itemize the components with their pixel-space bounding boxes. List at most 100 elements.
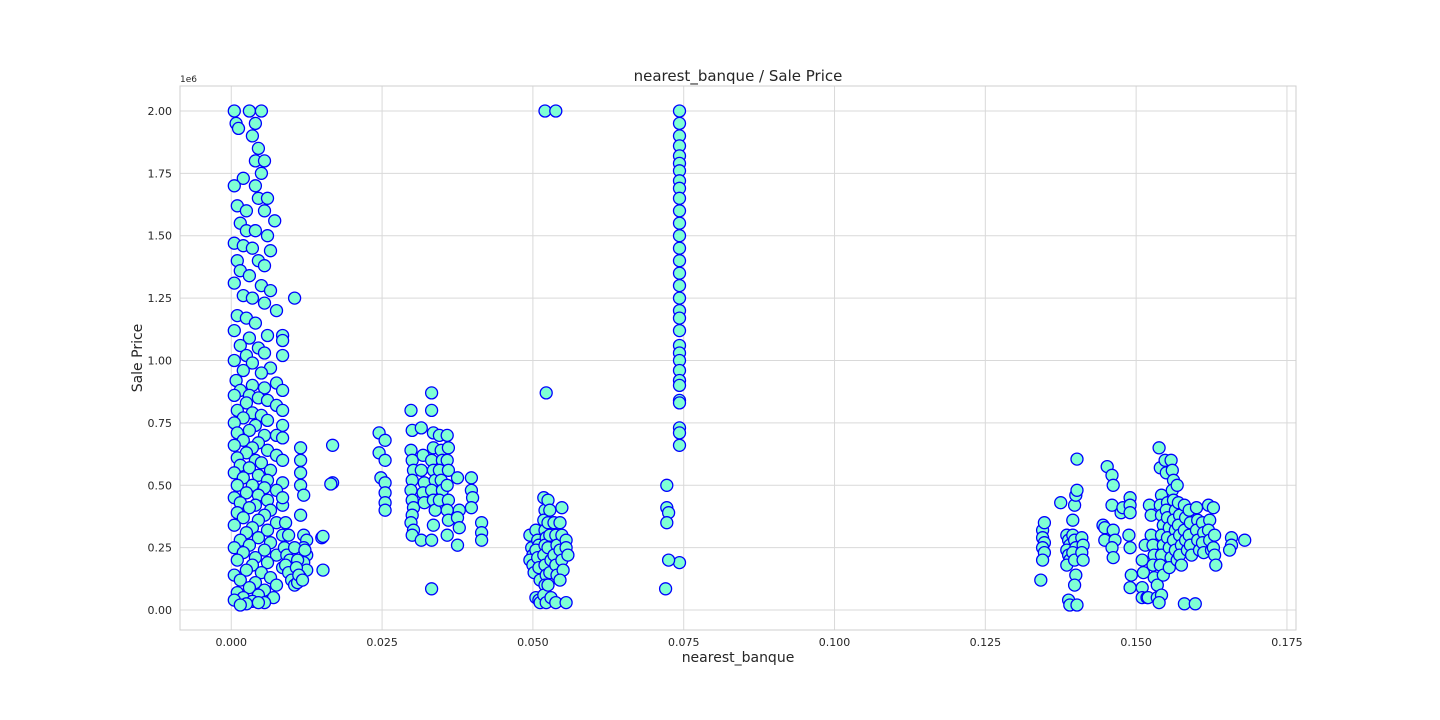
scatter-point: [1123, 506, 1137, 520]
scatter-point: [1054, 496, 1068, 510]
scatter-point: [424, 403, 439, 418]
data-points: [227, 104, 1252, 612]
scatter-point: [248, 316, 263, 330]
scatter-point: [1124, 568, 1138, 582]
scatter-point: [227, 353, 241, 368]
scatter-point: [269, 303, 284, 318]
scatter-point: [257, 346, 272, 360]
scatter-point: [553, 573, 567, 587]
scatter-point: [242, 104, 257, 118]
scatter-point: [672, 438, 687, 452]
scatter-point: [672, 229, 687, 243]
scatter-point: [257, 204, 272, 218]
scatter-point: [227, 438, 241, 452]
scatter-point: [1238, 533, 1252, 547]
scatter-point: [231, 121, 246, 136]
scatter-point: [672, 555, 687, 570]
x-tick-label: 0.075: [668, 636, 700, 649]
scatter-point: [325, 438, 340, 452]
scatter-point: [257, 543, 272, 557]
scatter-point: [275, 333, 290, 348]
y-tick-label: 2.00: [148, 105, 173, 118]
scatter-point: [672, 378, 687, 393]
plot-frame: [179, 85, 1297, 631]
scatter-point: [1066, 513, 1080, 527]
scatter-point: [441, 441, 456, 455]
scatter-point: [1170, 478, 1184, 492]
scatter-point: [464, 501, 479, 515]
scatter-point: [672, 266, 687, 280]
scatter-point: [559, 595, 573, 610]
x-tick-label: 0.050: [517, 636, 549, 649]
scatter-point: [543, 503, 557, 517]
scatter-point: [414, 463, 428, 477]
scatter-point: [257, 296, 272, 310]
scatter-point: [672, 204, 687, 218]
scatter-point: [1189, 501, 1204, 515]
scatter-point: [230, 553, 244, 567]
y-tick-label: 1.50: [148, 230, 173, 243]
scatter-point: [1106, 550, 1120, 565]
scatter-point: [672, 191, 687, 205]
scatter-point: [293, 441, 308, 455]
scatter-point: [426, 518, 441, 532]
scatter-point: [257, 381, 272, 395]
scatter-point: [245, 356, 260, 370]
scatter-point: [298, 543, 312, 557]
scatter-point: [245, 241, 260, 255]
scatter-point: [1067, 578, 1082, 592]
scatter-point: [1123, 580, 1137, 595]
scatter-point: [239, 563, 254, 577]
scatter-point: [248, 224, 263, 238]
scatter-point: [239, 396, 254, 410]
scatter-point: [452, 521, 466, 535]
scatter-point: [450, 471, 465, 485]
scatter-point: [561, 548, 575, 562]
scatter-point: [1034, 573, 1048, 587]
chart-title: nearest_banque / Sale Price: [634, 67, 843, 86]
x-tick-label: 0.000: [216, 636, 248, 649]
scatter-point: [1123, 541, 1137, 555]
scatter-point: [287, 291, 302, 305]
scatter-point: [555, 501, 569, 515]
scatter-point: [227, 104, 241, 118]
scatter-point: [242, 461, 257, 475]
scatter-point: [245, 129, 260, 143]
scatter-point: [658, 582, 673, 596]
scatter-point: [1209, 558, 1223, 572]
scatter-point: [275, 403, 290, 418]
scatter-point: [1122, 528, 1136, 542]
x-tick-label: 0.025: [366, 636, 398, 649]
scatter-point: [254, 104, 269, 118]
scatter-point: [251, 531, 266, 545]
y-tick-label: 0.25: [148, 542, 173, 555]
y-offset-label: 1e6: [180, 75, 197, 85]
scatter-point: [474, 533, 489, 547]
scatter-point: [248, 116, 263, 131]
y-tick-label: 0.00: [148, 604, 173, 617]
x-tick-labels: 0.000 0.025 0.050 0.075 0.100 0.125 0.150 0.175: [216, 636, 1303, 649]
scatter-point: [1037, 516, 1052, 530]
scatter-point: [672, 241, 687, 255]
scatter-point: [275, 431, 290, 445]
scatter-point: [251, 595, 266, 610]
scatter-point: [316, 563, 330, 577]
scatter-point: [281, 528, 296, 542]
scatter-point: [233, 598, 247, 612]
scatter-point: [672, 278, 687, 293]
scatter-point: [260, 328, 275, 343]
scatter-point: [1188, 597, 1202, 611]
scatter-point: [378, 503, 392, 517]
y-tick-label: 1.00: [148, 354, 173, 367]
y-tick-label: 0.75: [148, 417, 173, 430]
scatter-point: [293, 508, 308, 522]
scatter-point: [1070, 452, 1084, 466]
scatter-point: [553, 516, 567, 530]
y-axis-label: Sale Price: [130, 324, 146, 393]
scatter-point: [661, 553, 676, 567]
y-tick-label: 0.50: [148, 479, 173, 492]
x-tick-label: 0.125: [970, 636, 1002, 649]
scatter-point: [672, 291, 687, 305]
scatter-point: [378, 453, 392, 467]
scatter-point: [1206, 501, 1221, 515]
